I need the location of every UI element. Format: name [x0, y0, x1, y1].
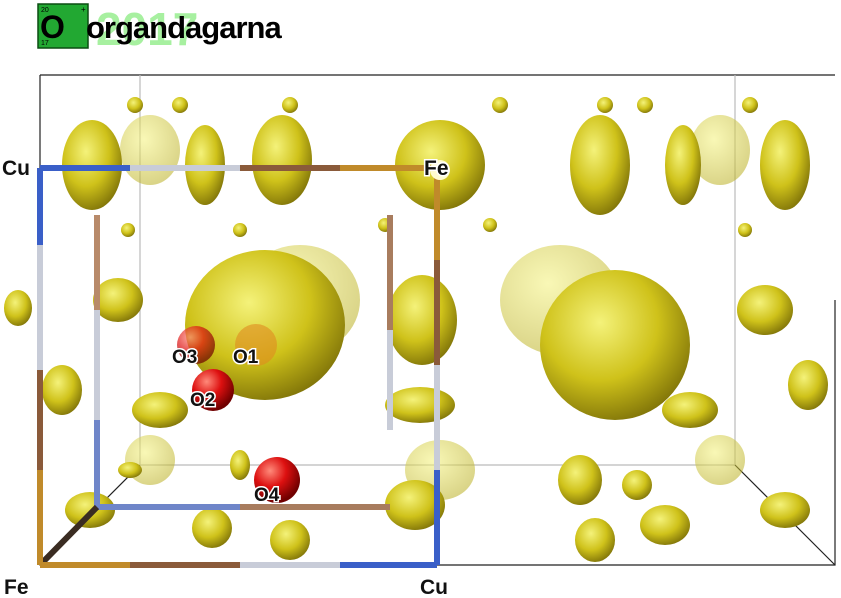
logo-box [37, 3, 89, 49]
logo-number-top: 20 [41, 7, 49, 14]
logo: 2017 20 + 17 O organdagarna [37, 3, 283, 55]
atom-label: Cu [420, 576, 448, 598]
oxygen-label: O3 [172, 347, 197, 368]
oxygen-label: O1 [233, 347, 259, 368]
unit-cell [37, 165, 440, 568]
isosurface [4, 97, 828, 562]
logo-number-bottom: 17 [41, 40, 49, 47]
atom-label: Fe [4, 576, 29, 598]
logo-sign: + [81, 5, 86, 14]
logo-symbol: O [40, 9, 65, 45]
logo-year: 2017 [96, 3, 198, 55]
logo-name: organdagarna [86, 10, 282, 45]
atom-label: Cu [2, 157, 30, 180]
oxygen-atoms [177, 160, 450, 503]
oxygen-label: O2 [190, 390, 215, 411]
oxygen-label: O4 [254, 485, 280, 506]
atom-label: Fe [424, 157, 449, 180]
